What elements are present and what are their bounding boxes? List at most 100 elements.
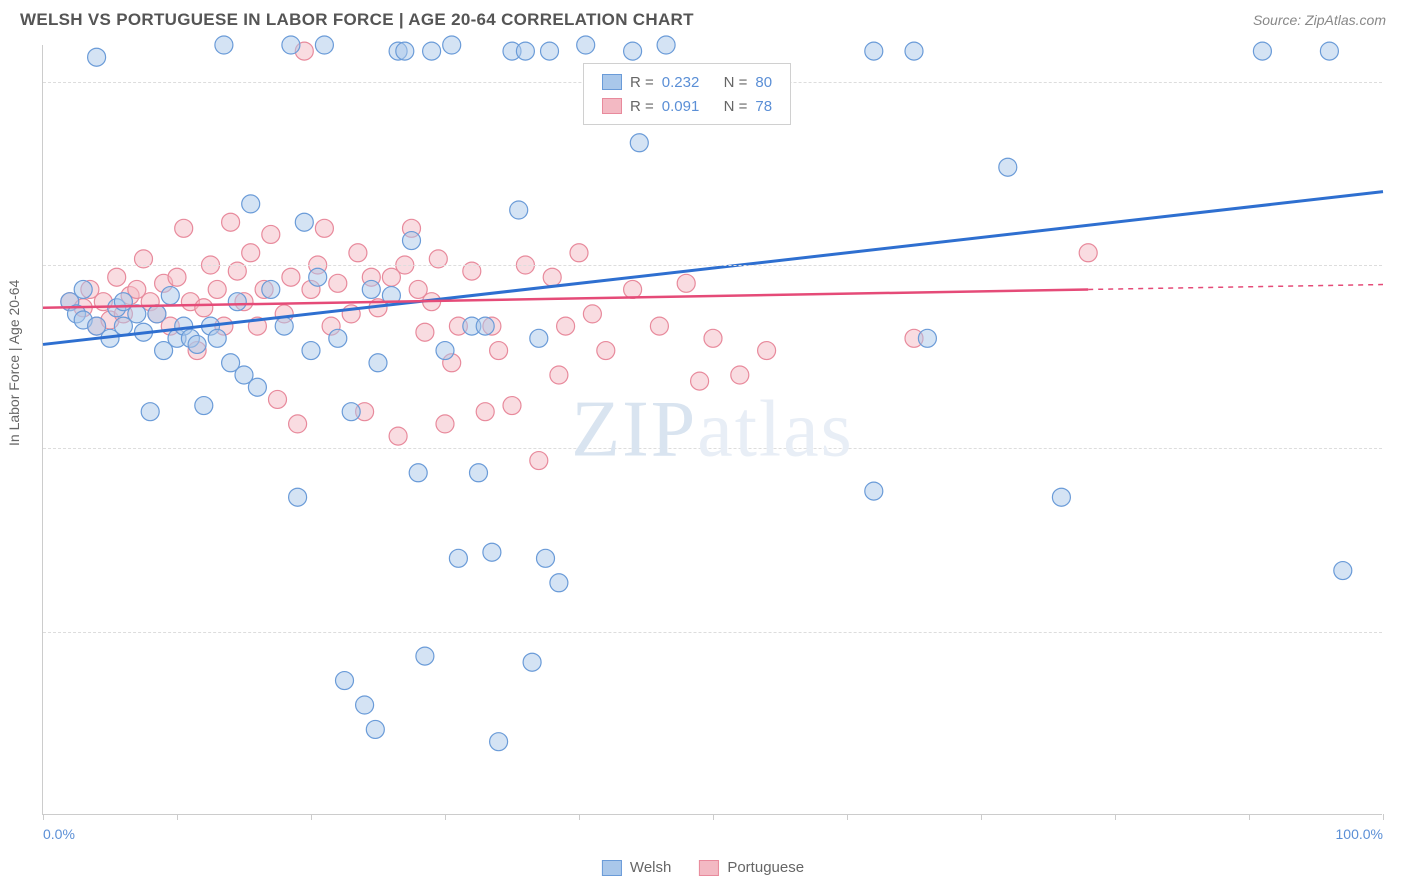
welsh-point — [329, 329, 347, 347]
portuguese-point — [476, 403, 494, 421]
legend-square-welsh — [602, 74, 622, 90]
x-tick — [311, 814, 312, 820]
portuguese-point — [222, 213, 240, 231]
portuguese-point — [175, 219, 193, 237]
welsh-point — [449, 549, 467, 567]
welsh-point — [315, 36, 333, 54]
x-tick — [1115, 814, 1116, 820]
welsh-point — [309, 268, 327, 286]
welsh-point — [148, 305, 166, 323]
x-tick-label: 100.0% — [1336, 826, 1383, 842]
legend-square-portuguese — [699, 860, 719, 876]
welsh-point — [523, 653, 541, 671]
welsh-point — [865, 482, 883, 500]
welsh-point — [657, 36, 675, 54]
portuguese-trend-line — [43, 289, 1088, 307]
welsh-point — [275, 317, 293, 335]
x-tick — [713, 814, 714, 820]
welsh-point — [262, 280, 280, 298]
portuguese-point — [389, 427, 407, 445]
legend-item-welsh: Welsh — [602, 859, 671, 876]
welsh-point — [362, 280, 380, 298]
welsh-point — [530, 329, 548, 347]
chart-plot-area: ZIPatlas R = 0.232 N = 80 R = 0.091 N = … — [42, 45, 1382, 815]
welsh-point — [490, 733, 508, 751]
stat-box: R = 0.232 N = 80 R = 0.091 N = 78 — [583, 63, 791, 125]
portuguese-point — [503, 397, 521, 415]
welsh-point — [242, 195, 260, 213]
welsh-point — [550, 574, 568, 592]
portuguese-point — [691, 372, 709, 390]
x-tick — [1383, 814, 1384, 820]
welsh-point — [443, 36, 461, 54]
portuguese-point — [490, 342, 508, 360]
welsh-point — [228, 293, 246, 311]
chart-title: WELSH VS PORTUGUESE IN LABOR FORCE | AGE… — [20, 10, 694, 30]
welsh-point — [1052, 488, 1070, 506]
welsh-point — [483, 543, 501, 561]
portuguese-point — [758, 342, 776, 360]
stat-n-value: 80 — [755, 74, 772, 91]
stat-r-label: R = — [630, 98, 654, 115]
welsh-point — [1253, 42, 1271, 60]
portuguese-point — [262, 225, 280, 243]
portuguese-point — [195, 299, 213, 317]
welsh-point — [282, 36, 300, 54]
legend-square-welsh — [602, 860, 622, 876]
x-tick — [847, 814, 848, 820]
y-axis-label: In Labor Force | Age 20-64 — [6, 280, 22, 446]
portuguese-point — [289, 415, 307, 433]
portuguese-point — [242, 244, 260, 262]
portuguese-point — [731, 366, 749, 384]
legend-item-portuguese: Portuguese — [699, 859, 804, 876]
stat-row-portuguese: R = 0.091 N = 78 — [602, 94, 772, 118]
portuguese-trend-ext — [1088, 285, 1383, 290]
portuguese-point — [349, 244, 367, 262]
welsh-point — [342, 403, 360, 421]
welsh-point — [302, 342, 320, 360]
welsh-point — [356, 696, 374, 714]
portuguese-point — [583, 305, 601, 323]
stat-r-value: 0.091 — [662, 98, 700, 115]
portuguese-point — [1079, 244, 1097, 262]
portuguese-point — [530, 452, 548, 470]
welsh-point — [369, 354, 387, 372]
portuguese-point — [550, 366, 568, 384]
bottom-legend: Welsh Portuguese — [602, 859, 804, 876]
welsh-point — [436, 342, 454, 360]
portuguese-point — [543, 268, 561, 286]
chart-svg — [43, 45, 1382, 814]
welsh-point — [865, 42, 883, 60]
x-tick — [579, 814, 580, 820]
gridline — [43, 632, 1382, 633]
welsh-point — [366, 720, 384, 738]
stat-row-welsh: R = 0.232 N = 80 — [602, 70, 772, 94]
stat-n-label: N = — [724, 98, 748, 115]
stat-r-label: R = — [630, 74, 654, 91]
welsh-point — [905, 42, 923, 60]
welsh-point — [516, 42, 534, 60]
welsh-point — [215, 36, 233, 54]
portuguese-point — [650, 317, 668, 335]
portuguese-point — [570, 244, 588, 262]
welsh-point — [1320, 42, 1338, 60]
welsh-point — [470, 464, 488, 482]
welsh-point — [537, 549, 555, 567]
portuguese-point — [282, 268, 300, 286]
portuguese-point — [416, 323, 434, 341]
welsh-point — [624, 42, 642, 60]
welsh-point — [403, 232, 421, 250]
chart-source: Source: ZipAtlas.com — [1253, 12, 1386, 28]
legend-label: Portuguese — [727, 859, 804, 876]
welsh-point — [396, 42, 414, 60]
portuguese-point — [704, 329, 722, 347]
welsh-point — [510, 201, 528, 219]
welsh-point — [541, 42, 559, 60]
welsh-point — [195, 397, 213, 415]
welsh-point — [423, 42, 441, 60]
welsh-point — [74, 280, 92, 298]
welsh-point — [141, 403, 159, 421]
welsh-point — [295, 213, 313, 231]
welsh-point — [128, 305, 146, 323]
stat-r-value: 0.232 — [662, 74, 700, 91]
